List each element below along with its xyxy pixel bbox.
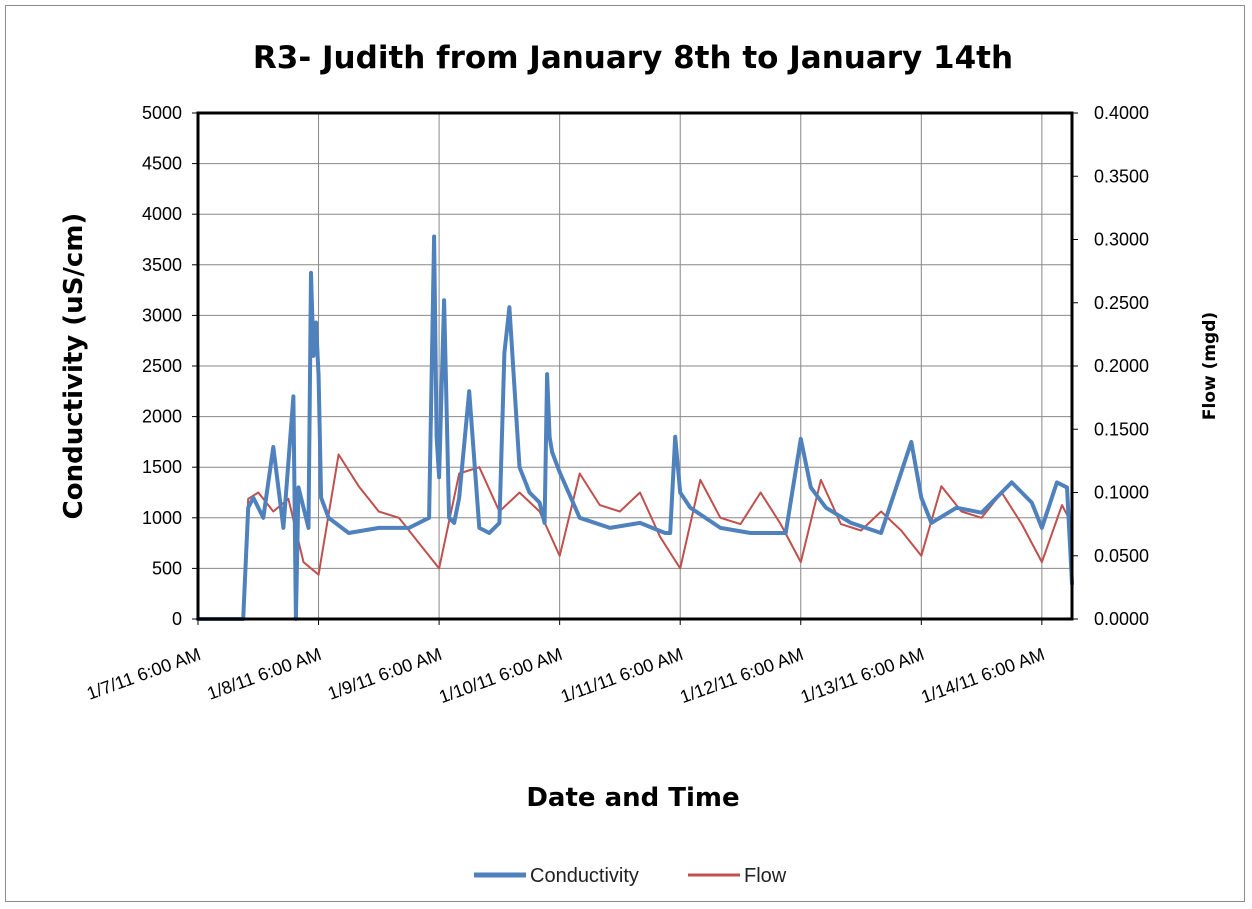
y2-tick-label: 0.1500	[1094, 419, 1149, 439]
y2-axis-title: Flow (mgd)	[1200, 312, 1220, 420]
y-axis-ticks: 0 500 1000 1500 2000 2500 3000 3500 4000 4500 5000	[142, 103, 198, 629]
x-tick-label: 1/9/11 6:00 AM	[325, 644, 444, 704]
y-axis-title: Conductivity (uS/cm)	[59, 213, 89, 520]
y-tick-label: 3000	[142, 305, 182, 325]
legend: Conductivity Flow	[474, 865, 787, 887]
x-tick-label: 1/10/11 6:00 AM	[436, 644, 565, 707]
y2-tick-label: 0.3000	[1094, 230, 1149, 250]
x-tick-label: 1/7/11 6:00 AM	[84, 644, 203, 704]
y2-axis-ticks: 0.0000 0.0500 0.1000 0.1500 0.2000 0.2500 0.30…	[1072, 103, 1149, 629]
y-tick-label: 4500	[142, 154, 182, 174]
y2-tick-label: 0.2000	[1094, 356, 1149, 376]
series-line-conductivity	[196, 234, 1074, 621]
y-tick-label: 0	[172, 609, 182, 629]
y2-tick-label: 0.3500	[1094, 166, 1149, 186]
x-tick-label: 1/12/11 6:00 AM	[677, 644, 806, 707]
chart-title: R3- Judith from January 8th to January 1…	[253, 40, 1013, 76]
chart-frame	[5, 5, 1245, 902]
gridlines	[198, 112, 1072, 619]
y2-tick-label: 0.4000	[1094, 103, 1149, 123]
y2-tick-label: 0.0000	[1094, 609, 1149, 629]
y-tick-label: 1500	[142, 457, 182, 477]
x-axis-title: Date and Time	[526, 783, 739, 813]
legend-label-conductivity: Conductivity	[530, 865, 639, 887]
series-layer	[196, 234, 1074, 621]
y-tick-label: 4000	[142, 204, 182, 224]
legend-label-flow: Flow	[744, 865, 787, 887]
y2-tick-label: 0.1000	[1094, 483, 1149, 503]
x-tick-label: 1/8/11 6:00 AM	[205, 644, 324, 704]
y2-tick-label: 0.2500	[1094, 293, 1149, 313]
x-tick-label: 1/11/11 6:00 AM	[558, 644, 686, 707]
x-tick-label: 1/13/11 6:00 AM	[798, 644, 927, 707]
y-tick-label: 2500	[142, 356, 182, 376]
x-axis-ticks: 1/7/11 6:00 AM 1/8/11 6:00 AM 1/9/11 6:00 …	[84, 619, 1047, 707]
y2-tick-label: 0.0500	[1094, 546, 1149, 566]
y-tick-label: 2000	[142, 407, 182, 427]
y-tick-label: 500	[152, 558, 182, 578]
y-tick-label: 3500	[142, 255, 182, 275]
series-line-flow	[197, 453, 1073, 620]
x-tick-label: 1/14/11 6:00 AM	[918, 644, 1047, 707]
y-tick-label: 5000	[142, 103, 182, 123]
y-tick-label: 1000	[142, 508, 182, 528]
